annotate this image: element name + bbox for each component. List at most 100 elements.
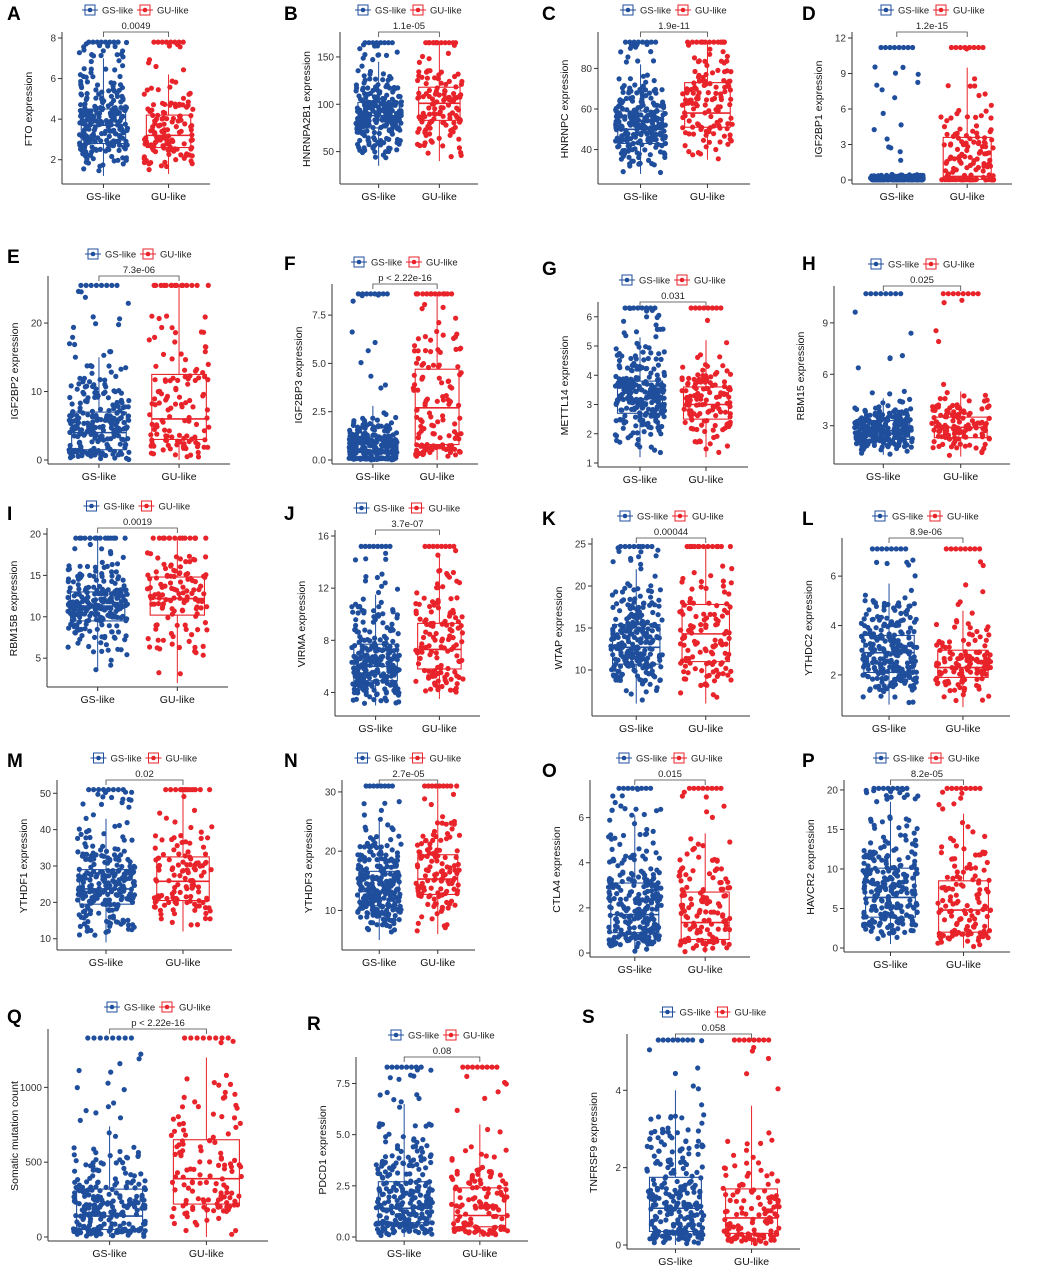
y-axis-title: HNRNPA2B1 expression [301, 51, 313, 167]
data-point [627, 613, 633, 619]
data-point [616, 357, 623, 364]
data-point-max [631, 305, 637, 311]
data-point [628, 555, 634, 562]
data-point [115, 629, 122, 635]
data-point-max [975, 291, 981, 297]
data-point [437, 567, 443, 574]
box-gu-like [929, 291, 993, 458]
data-point-max [115, 39, 121, 45]
data-point [142, 141, 148, 147]
data-point [873, 625, 879, 631]
legend-label: GS-like [888, 260, 919, 271]
data-point [353, 82, 359, 88]
data-point [121, 419, 127, 426]
data-point [412, 343, 418, 349]
data-point [395, 138, 401, 144]
data-point-max [428, 291, 434, 297]
data-point [704, 317, 711, 323]
data-point [371, 614, 377, 620]
data-point [680, 575, 686, 582]
x-tick-label: GU-like [162, 471, 197, 483]
data-point [935, 404, 942, 410]
data-point [153, 139, 159, 145]
data-point [105, 103, 111, 109]
data-point [98, 138, 104, 144]
data-point [101, 98, 107, 104]
data-point [685, 670, 691, 676]
data-point-max [163, 282, 169, 288]
data-point [430, 634, 436, 640]
data-point [686, 375, 692, 381]
data-point [206, 424, 212, 430]
data-point [420, 634, 427, 641]
data-point-max [622, 305, 628, 311]
data-point [92, 424, 99, 431]
data-point [446, 613, 453, 619]
legend-key-box [141, 500, 152, 512]
data-point-max [639, 305, 645, 311]
data-point [385, 439, 391, 445]
data-point [391, 84, 397, 91]
data-point [967, 410, 973, 416]
data-point [434, 328, 440, 335]
data-point [661, 104, 667, 111]
data-point [634, 114, 640, 120]
data-point [718, 96, 725, 103]
data-point [988, 102, 994, 108]
data-point [381, 104, 387, 110]
data-point [706, 672, 712, 679]
data-point-max [172, 39, 178, 45]
data-point-max [167, 535, 173, 541]
data-point [885, 403, 891, 409]
data-point [378, 599, 384, 606]
y-axis-title: IGF2BP1 expression [813, 60, 825, 157]
x-tick-label: GS-like [361, 191, 396, 203]
data-point [108, 80, 114, 86]
data-point [700, 386, 707, 392]
data-point [973, 167, 979, 173]
box-gs-like [353, 40, 404, 166]
data-point [618, 49, 624, 55]
data-point [67, 455, 74, 461]
panel-letter: C [542, 4, 556, 25]
data-point [878, 447, 884, 453]
data-point-max [960, 291, 966, 297]
data-point [713, 107, 719, 113]
y-tick-label: 4 [830, 621, 836, 632]
data-point-max [649, 543, 655, 550]
data-point [720, 583, 727, 589]
data-point [655, 400, 662, 406]
data-point [77, 636, 83, 642]
data-point [713, 90, 719, 96]
data-point [686, 395, 692, 401]
data-point [194, 444, 201, 450]
data-point [967, 154, 973, 160]
data-point [160, 447, 166, 453]
data-point [436, 111, 442, 117]
data-point [625, 143, 631, 149]
data-point [862, 409, 869, 415]
data-point [172, 330, 179, 336]
data-point [705, 90, 711, 96]
data-point [650, 58, 657, 64]
data-point [119, 436, 125, 442]
box-gs-like [858, 546, 920, 706]
data-point [620, 169, 626, 175]
data-point [683, 676, 689, 682]
data-point [628, 691, 634, 697]
data-point [637, 417, 643, 423]
data-point [361, 454, 367, 460]
data-point [880, 110, 886, 116]
data-point [941, 142, 947, 148]
data-point-max [901, 44, 907, 51]
data-point-max [882, 44, 889, 51]
data-point [190, 106, 196, 112]
data-point [384, 456, 391, 462]
data-point [93, 95, 99, 101]
data-point [87, 628, 93, 634]
data-point-max [182, 535, 188, 541]
data-point [384, 646, 390, 652]
data-point [370, 656, 377, 662]
data-point [964, 114, 971, 120]
data-point [646, 671, 652, 677]
